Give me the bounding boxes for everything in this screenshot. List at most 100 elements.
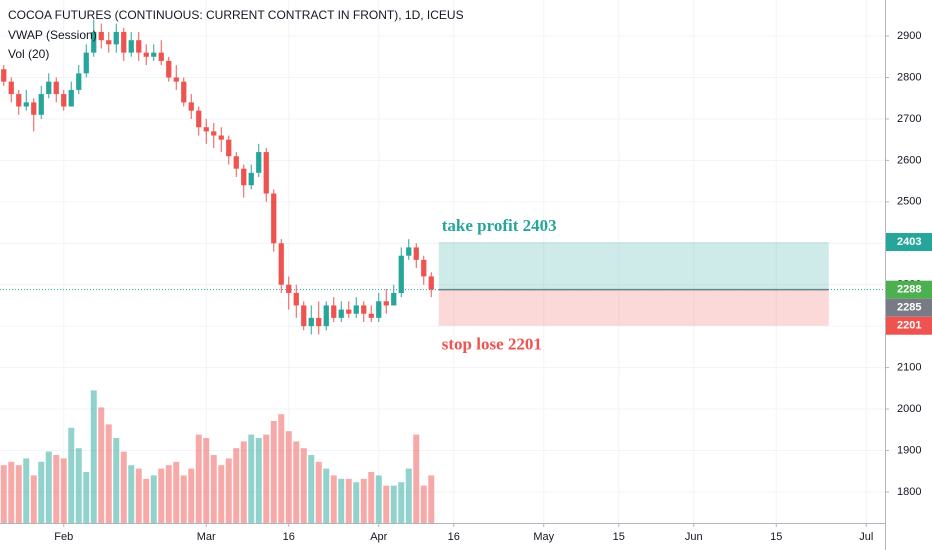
- candle-body: [181, 81, 187, 103]
- price-label-box: [886, 316, 932, 335]
- volume-bar: [293, 441, 300, 523]
- volume-bar: [8, 461, 15, 523]
- candle-body: [323, 305, 329, 327]
- candle-body: [241, 168, 247, 186]
- candle-body: [143, 52, 149, 57]
- candle-body: [226, 139, 232, 157]
- candle-body: [188, 102, 194, 111]
- y-tick-label: 1900: [897, 444, 921, 456]
- candle-body: [353, 305, 359, 314]
- volume-bar: [360, 478, 367, 523]
- candle-body: [1, 69, 7, 82]
- volume-bar: [158, 468, 165, 523]
- take-profit-label: take profit 2403: [442, 216, 557, 235]
- candle-body: [158, 52, 164, 61]
- indicator-label: Vol (20): [8, 47, 49, 61]
- candle-body: [421, 259, 427, 277]
- candle-body: [203, 127, 209, 132]
- volume-bar: [45, 451, 52, 523]
- volume-bar: [23, 458, 30, 523]
- x-tick-label: Feb: [54, 531, 73, 543]
- candle-body: [113, 31, 119, 45]
- volume-bar: [345, 478, 352, 523]
- y-tick-label: 1800: [897, 486, 921, 498]
- y-tick-label: 2100: [897, 361, 921, 373]
- x-tick-label: 15: [613, 531, 625, 543]
- volume-bar: [0, 465, 7, 523]
- candle-body: [256, 152, 262, 173]
- volume-bar: [300, 448, 307, 523]
- y-tick-label: 2600: [897, 154, 921, 166]
- volume-bar: [180, 475, 187, 523]
- price-label-box: [886, 280, 932, 299]
- volume-bar: [428, 475, 435, 523]
- volume-bar: [240, 441, 247, 523]
- candle-body: [331, 305, 337, 318]
- volume-bar: [338, 478, 345, 523]
- candle-body: [8, 81, 14, 95]
- volume-bar: [98, 407, 105, 523]
- volume-bar: [285, 431, 292, 523]
- volume-bar: [270, 421, 277, 523]
- candle-body: [248, 172, 254, 186]
- price-label-box: [886, 298, 932, 317]
- volume-bar: [383, 485, 390, 523]
- volume-bar: [195, 434, 202, 523]
- volume-bar: [330, 475, 337, 523]
- candle-body: [76, 73, 82, 90]
- volume-bar: [120, 451, 127, 523]
- volume-bar: [173, 461, 180, 523]
- candle-body: [31, 102, 37, 115]
- volume-bar: [83, 472, 90, 523]
- volume-bar: [165, 465, 172, 523]
- volume-bar: [420, 485, 427, 523]
- volume-bar: [315, 461, 322, 523]
- volume-bar: [75, 448, 82, 523]
- y-tick-label: 2000: [897, 403, 921, 415]
- volume-bar: [60, 458, 67, 523]
- candle-body: [218, 135, 224, 140]
- candle-body: [308, 317, 314, 327]
- volume-bar: [188, 468, 195, 523]
- candle-body: [383, 301, 389, 306]
- x-tick-label: Jun: [685, 531, 703, 543]
- volume-bar: [30, 475, 37, 523]
- candle-body: [106, 40, 112, 45]
- candle-body: [338, 309, 344, 318]
- candle-body: [38, 94, 44, 115]
- volume-bar: [353, 482, 360, 523]
- volume-bar: [390, 485, 397, 523]
- candle-body: [46, 81, 52, 95]
- volume-bar: [128, 465, 135, 523]
- volume-pane: [0, 390, 435, 523]
- candle-body: [151, 52, 157, 57]
- x-tick-label: 16: [448, 531, 460, 543]
- candle-body: [413, 247, 419, 260]
- volume-bar: [143, 478, 150, 523]
- volume-bar: [263, 434, 270, 523]
- x-tick-label: May: [533, 531, 554, 543]
- candle-body: [301, 305, 307, 327]
- y-tick-label: 2800: [897, 71, 921, 83]
- take-profit-zone: [438, 242, 829, 290]
- x-tick-label: 16: [283, 531, 295, 543]
- volume-bar: [113, 438, 120, 523]
- candle-body: [391, 292, 397, 306]
- stop-loss-zone: [438, 289, 829, 326]
- volume-bar: [255, 438, 262, 523]
- volume-bar: [135, 468, 142, 523]
- price-label-box: [886, 233, 932, 252]
- volume-bar: [203, 438, 210, 523]
- candle-body: [68, 89, 74, 107]
- indicator-label: VWAP (Session): [8, 28, 97, 42]
- candle-body: [286, 284, 292, 293]
- volume-bar: [90, 390, 97, 523]
- y-tick-label: 2900: [897, 30, 921, 42]
- candle-body: [278, 243, 284, 285]
- candle-body: [368, 313, 374, 318]
- candle-body: [293, 292, 299, 306]
- candle-body: [376, 301, 382, 318]
- x-tick-label: 15: [770, 531, 782, 543]
- candle-body: [166, 60, 172, 78]
